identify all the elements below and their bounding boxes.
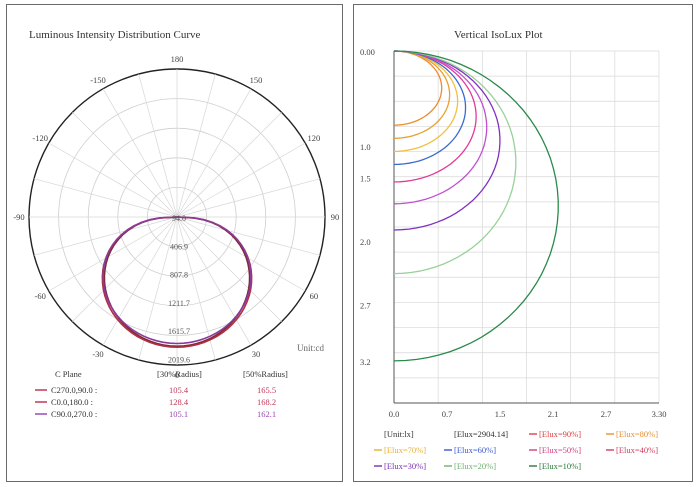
isolux-legend-label: [Elux=30%] [384, 461, 426, 471]
polar-angle-label: -120 [32, 133, 48, 143]
isolux-legend: [Unit:lx] [Elux=2904.14] [Elux=90%] [Elux=8… [374, 429, 658, 471]
isolux-curve [393, 50, 517, 275]
isolux-x-tick-label: 2.1 [548, 409, 559, 419]
polar-angle-label: 0 [175, 370, 179, 380]
polar-legend-value-a: 128.4 [169, 397, 189, 407]
isolux-legend-label: [Elux=2904.14] [454, 429, 508, 439]
polar-legend-header: [50%Radius] [243, 369, 288, 379]
polar-grid-spoke [176, 216, 321, 256]
isolux-legend-label: [Elux=50%] [539, 445, 581, 455]
polar-angle-label: 180 [171, 54, 184, 64]
polar-angle-label: -30 [92, 349, 103, 359]
polar-radial-label: 406.9 [170, 242, 188, 251]
isolux-y-tick-label: 0.00 [360, 47, 375, 57]
isolux-curve [393, 50, 467, 166]
isolux-y-tick-label: 2.7 [360, 300, 371, 310]
isolux-legend-label: [Elux=90%] [539, 429, 581, 439]
polar-grid-spoke [176, 142, 306, 218]
polar-chart: Luminous Intensity Distribution Curve 18… [13, 29, 340, 419]
polar-grid-spoke [176, 216, 252, 346]
polar-radial-label: 807.8 [170, 271, 188, 280]
polar-grid-spoke [176, 112, 282, 218]
polar-angle-label: -90 [13, 212, 24, 222]
polar-angle-label: 90 [331, 212, 340, 222]
polar-grid-spoke [176, 216, 282, 322]
polar-grid-spoke [48, 142, 178, 218]
polar-grid-spoke [102, 88, 178, 218]
polar-grid-spoke [33, 216, 178, 256]
isolux-legend-label: [Elux=80%] [616, 429, 658, 439]
polar-radial-label: 1615.7 [168, 327, 190, 336]
polar-angle-label: -60 [34, 291, 45, 301]
isolux-x-tick-label: 2.7 [601, 409, 612, 419]
polar-grid-spoke [176, 88, 252, 218]
polar-angle-label: 150 [250, 75, 263, 85]
polar-grid-spoke [176, 73, 216, 218]
polar-chart-title: Luminous Intensity Distribution Curve [29, 29, 201, 41]
polar-legend-header: C Plane [55, 369, 82, 379]
isolux-x-tick-label: 0.0 [389, 409, 400, 419]
polar-legend-value-a: 105.1 [169, 409, 188, 419]
isolux-y-tick-label: 3.2 [360, 357, 371, 367]
isolux-curve [393, 50, 488, 205]
polar-legend-header: [30%Radius] [157, 369, 202, 379]
isolux-legend-label: [Unit:lx] [384, 429, 414, 439]
polar-radial-label: 2019.6 [168, 356, 190, 365]
isolux-legend-label: [Elux=40%] [616, 445, 658, 455]
polar-legend-plane: C270.0,90.0 : [51, 385, 97, 395]
isolux-curve [393, 50, 459, 153]
isolux-curve [393, 50, 501, 231]
polar-grid-spoke [72, 112, 178, 218]
polar-legend-plane: C0.0,180.0 : [51, 397, 93, 407]
isolux-x-tick-label: 0.7 [442, 409, 453, 419]
isolux-chart: Vertical IsoLux Plot 0.00 1.0 1.5 2.0 2.7 3.2… [360, 29, 667, 471]
isolux-legend-label: [Elux=20%] [454, 461, 496, 471]
polar-angle-label: 30 [252, 349, 261, 359]
isolux-y-tick-label: 1.5 [360, 174, 371, 184]
polar-legend-value-b: 165.5 [257, 385, 276, 395]
polar-grid-spoke [176, 178, 321, 218]
polar-legend-value-b: 162.1 [257, 409, 276, 419]
polar-legend-value-b: 168.2 [257, 397, 276, 407]
polar-legend: C Plane [30%Radius] [50%Radius] C270.0,90.0… [35, 369, 288, 419]
isolux-legend-label: [Elux=10%] [539, 461, 581, 471]
isolux-curve [393, 50, 451, 139]
polar-series-curve [103, 216, 251, 348]
polar-grid-spoke [72, 216, 178, 322]
polar-radial-label: 94.0 [172, 214, 186, 223]
isolux-y-tick-label: 2.0 [360, 237, 371, 247]
polar-legend-value-a: 105.4 [169, 385, 189, 395]
polar-chart-panel: Luminous Intensity Distribution Curve 18… [6, 4, 343, 482]
polar-grid-spoke [33, 178, 178, 218]
isolux-x-tick-label: 3.30 [652, 409, 667, 419]
polar-series-curve [102, 216, 252, 345]
polar-radial-label: 1211.7 [168, 299, 190, 308]
isolux-y-tick-label: 1.0 [360, 142, 371, 152]
isolux-curve [393, 50, 477, 183]
polar-grid-spoke [176, 216, 306, 292]
isolux-chart-title: Vertical IsoLux Plot [454, 29, 543, 41]
isolux-x-tick-label: 1.5 [495, 409, 506, 419]
polar-unit-label: Unit:cd [297, 343, 324, 353]
isolux-chart-panel: Vertical IsoLux Plot 0.00 1.0 1.5 2.0 2.7 3.2… [353, 4, 693, 482]
isolux-legend-label: [Elux=60%] [454, 445, 496, 455]
polar-grid-spoke [138, 73, 178, 218]
polar-angle-label: 60 [310, 291, 319, 301]
polar-angle-label: 120 [307, 133, 320, 143]
polar-grid-spoke [102, 216, 178, 346]
isolux-curve [393, 50, 559, 362]
isolux-legend-label: [Elux=70%] [384, 445, 426, 455]
polar-grid-spoke [48, 216, 178, 292]
polar-legend-plane: C90.0,270.0 : [51, 409, 97, 419]
polar-angle-label: -150 [90, 75, 106, 85]
